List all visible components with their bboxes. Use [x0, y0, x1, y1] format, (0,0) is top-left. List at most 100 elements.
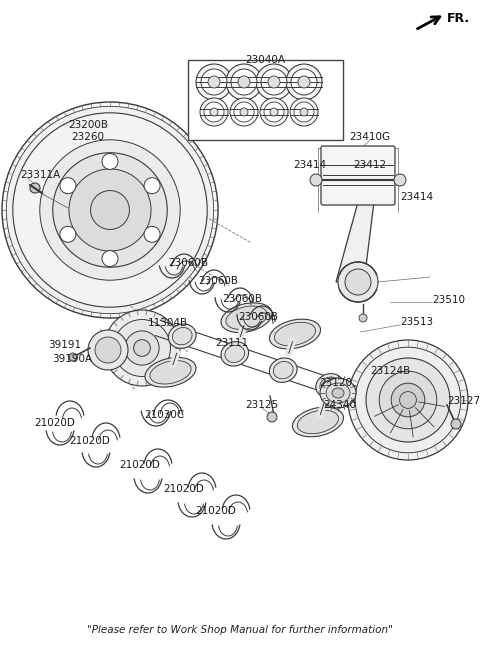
Circle shape [40, 140, 180, 280]
Text: "Please refer to Work Shop Manual for further information": "Please refer to Work Shop Manual for fu… [87, 625, 393, 635]
Text: FR.: FR. [447, 12, 470, 25]
Circle shape [294, 102, 314, 122]
Ellipse shape [172, 327, 192, 345]
Circle shape [69, 353, 77, 361]
Ellipse shape [275, 323, 315, 346]
Ellipse shape [320, 377, 339, 394]
Circle shape [91, 191, 130, 229]
Circle shape [144, 226, 160, 242]
Text: 23200B: 23200B [68, 120, 108, 130]
Text: 23311A: 23311A [20, 170, 60, 180]
Circle shape [394, 174, 406, 186]
Circle shape [204, 102, 224, 122]
Circle shape [267, 412, 277, 422]
Circle shape [144, 177, 160, 194]
Text: 23124B: 23124B [370, 366, 410, 376]
Ellipse shape [269, 319, 321, 349]
Text: 23040A: 23040A [245, 55, 285, 65]
Circle shape [240, 108, 248, 116]
Text: 39190A: 39190A [52, 354, 92, 364]
Circle shape [338, 262, 378, 302]
Circle shape [359, 314, 367, 322]
Text: 21020D: 21020D [70, 436, 110, 446]
Text: 23060B: 23060B [238, 312, 278, 322]
Circle shape [231, 69, 257, 95]
Circle shape [60, 177, 76, 194]
Text: 23513: 23513 [400, 317, 433, 327]
Ellipse shape [225, 345, 245, 363]
Text: 21020D: 21020D [164, 484, 204, 494]
Circle shape [268, 76, 280, 88]
Ellipse shape [269, 358, 297, 382]
Circle shape [53, 153, 167, 267]
Ellipse shape [320, 378, 356, 408]
Circle shape [260, 98, 288, 126]
Circle shape [133, 340, 150, 356]
Ellipse shape [221, 342, 249, 366]
Text: 21020D: 21020D [120, 460, 160, 470]
Circle shape [102, 153, 118, 170]
Circle shape [95, 337, 121, 363]
Circle shape [113, 319, 170, 376]
Ellipse shape [326, 383, 350, 403]
Text: 39191: 39191 [48, 340, 81, 350]
Circle shape [104, 310, 180, 386]
Circle shape [451, 419, 461, 429]
Circle shape [230, 98, 258, 126]
Circle shape [298, 76, 310, 88]
Text: 23260: 23260 [72, 132, 105, 142]
Circle shape [264, 102, 284, 122]
Text: 23060B: 23060B [168, 258, 208, 268]
Circle shape [379, 371, 437, 429]
Circle shape [391, 383, 425, 417]
Text: 21020D: 21020D [195, 506, 237, 516]
Circle shape [13, 113, 207, 307]
Circle shape [238, 76, 250, 88]
Circle shape [290, 98, 318, 126]
Circle shape [201, 69, 227, 95]
Circle shape [300, 108, 308, 116]
Circle shape [102, 250, 118, 267]
Circle shape [291, 69, 317, 95]
Circle shape [366, 358, 450, 442]
Ellipse shape [145, 357, 196, 387]
Ellipse shape [274, 361, 293, 379]
Text: 23127B: 23127B [447, 396, 480, 406]
Text: 11304B: 11304B [148, 318, 188, 328]
Ellipse shape [221, 303, 272, 332]
Ellipse shape [150, 361, 191, 384]
Text: 23060B: 23060B [198, 276, 238, 286]
Circle shape [60, 226, 76, 242]
Ellipse shape [292, 407, 344, 437]
Circle shape [88, 330, 128, 370]
Ellipse shape [168, 324, 196, 348]
Text: 23125: 23125 [245, 400, 278, 410]
Circle shape [286, 64, 322, 100]
Circle shape [2, 102, 218, 318]
Circle shape [208, 76, 220, 88]
Text: 23410G: 23410G [349, 132, 391, 142]
Circle shape [30, 183, 40, 193]
Text: 23414: 23414 [293, 160, 326, 170]
Polygon shape [336, 202, 374, 282]
FancyBboxPatch shape [321, 146, 395, 205]
Ellipse shape [297, 410, 338, 434]
Circle shape [6, 106, 214, 313]
Text: 23120: 23120 [320, 378, 352, 388]
Text: 24340: 24340 [324, 400, 357, 410]
Circle shape [226, 64, 262, 100]
Circle shape [196, 64, 232, 100]
Circle shape [355, 347, 461, 453]
FancyBboxPatch shape [188, 60, 343, 140]
Text: 23060B: 23060B [222, 294, 262, 304]
Circle shape [69, 169, 151, 251]
Text: 23414: 23414 [400, 192, 433, 202]
Circle shape [348, 340, 468, 460]
Circle shape [399, 392, 416, 409]
Ellipse shape [332, 388, 344, 398]
Circle shape [256, 64, 292, 100]
Circle shape [310, 174, 322, 186]
Text: 23111: 23111 [216, 338, 249, 348]
Text: 23510: 23510 [432, 295, 465, 305]
Circle shape [345, 269, 371, 295]
